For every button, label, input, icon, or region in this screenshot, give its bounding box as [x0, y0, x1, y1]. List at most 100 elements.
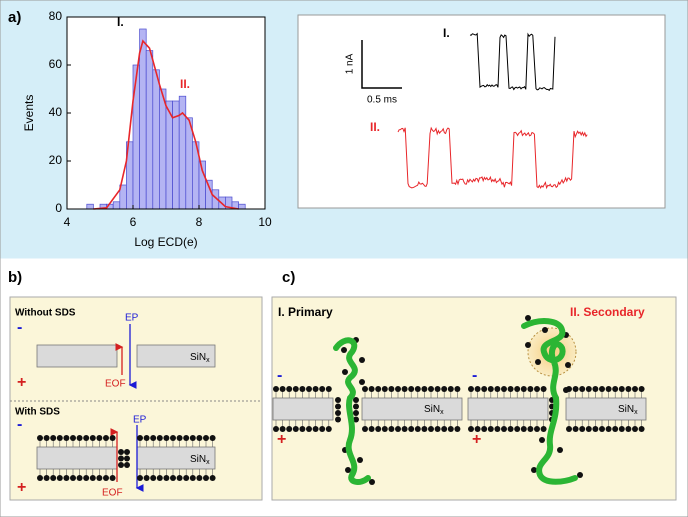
lipid-head	[209, 435, 216, 441]
lipid-head	[83, 435, 90, 441]
lipid-head	[585, 426, 592, 432]
lipid-head	[43, 475, 50, 481]
lipid-head	[335, 403, 341, 410]
lipid-head	[401, 386, 408, 392]
trace-label: II.	[370, 120, 380, 134]
lipid-head	[534, 386, 540, 392]
bound-surfactant	[542, 327, 548, 333]
membrane	[361, 397, 463, 421]
lipid-head	[143, 475, 150, 481]
electrode-minus: -	[472, 367, 477, 384]
bar	[145, 50, 154, 210]
lipid-head	[408, 386, 415, 392]
lipid-head	[50, 475, 57, 481]
lipid-head	[63, 435, 70, 441]
trace-label: I.	[443, 26, 450, 40]
lipid-head	[56, 475, 63, 481]
lipid-head	[514, 426, 521, 432]
y-tick-label: 0	[55, 201, 62, 215]
lipid-head	[572, 426, 579, 432]
bar	[132, 64, 140, 210]
panel-label: c)	[282, 269, 295, 286]
lipid-head	[189, 435, 196, 441]
lipid-head	[43, 435, 50, 441]
lipid-head	[353, 410, 359, 416]
scale-label: 1 nA	[345, 53, 356, 74]
lipid-head	[137, 475, 143, 481]
text: SiN	[190, 352, 206, 363]
lipid-head	[273, 426, 279, 432]
lipid-head	[428, 426, 434, 432]
y-tick-label: 20	[49, 153, 63, 167]
lipid-head	[434, 426, 441, 432]
arrow-label: EOF	[105, 379, 126, 390]
lipid-head	[638, 426, 645, 432]
electrode-minus: -	[277, 367, 282, 384]
membrane	[36, 446, 118, 470]
lipid-head	[520, 426, 527, 432]
lipid-head	[63, 475, 70, 481]
bound-surfactant	[539, 437, 545, 443]
lipid-head	[507, 426, 514, 432]
lipid-head	[375, 426, 382, 432]
lipid-head	[96, 475, 103, 481]
lipid-head	[37, 475, 43, 481]
lipid-head	[388, 426, 395, 432]
annotation: II.	[180, 77, 190, 91]
lipid-head	[203, 435, 209, 441]
lipid-head	[118, 449, 124, 455]
bound-surfactant	[359, 357, 365, 363]
lipid-head	[150, 435, 157, 441]
lipid-head	[312, 386, 319, 392]
lipid-head	[612, 426, 619, 432]
x-tick-label: 8	[196, 215, 203, 229]
lipid-head	[50, 435, 57, 441]
bound-surfactant	[345, 467, 351, 473]
diagram-title: II. Secondary	[570, 305, 645, 319]
x-tick-label: 4	[64, 215, 71, 229]
trace	[397, 126, 588, 190]
lipid-head	[189, 475, 196, 481]
lipid-head	[605, 386, 612, 392]
lipid-head	[514, 386, 521, 392]
lipid-head	[566, 426, 572, 432]
bound-surfactant	[357, 457, 363, 463]
bound-surfactant	[342, 369, 348, 375]
bound-surfactant	[577, 472, 583, 478]
lipid-head	[353, 403, 359, 410]
bar	[152, 69, 160, 210]
bound-surfactant	[531, 467, 537, 473]
lipid-head	[454, 426, 461, 432]
lipid-head	[299, 386, 306, 392]
lipid-head	[76, 435, 83, 441]
lipid-head	[447, 426, 454, 432]
lipid-head	[395, 386, 401, 392]
bound-surfactant	[563, 387, 569, 393]
lipid-head	[534, 426, 540, 432]
membrane	[136, 344, 216, 368]
lipid-head	[170, 435, 176, 441]
lipid-head	[183, 435, 190, 441]
scale-bar	[361, 40, 402, 89]
lipid-head	[306, 426, 312, 432]
lipid-head	[325, 426, 332, 432]
electrode-plus: +	[472, 431, 481, 448]
lipid-head	[368, 386, 375, 392]
lipid-head	[481, 386, 488, 392]
lipid-head	[292, 386, 299, 392]
lipid-head	[306, 386, 312, 392]
lipid-head	[353, 416, 359, 423]
lipid-head	[362, 426, 368, 432]
lipid-head	[156, 435, 163, 441]
lipid-head	[401, 426, 408, 432]
bound-surfactant	[557, 447, 563, 453]
lipid-head	[325, 386, 332, 392]
lipid-head	[395, 426, 401, 432]
x-tick-label: 6	[130, 215, 137, 229]
lipid-head	[474, 386, 481, 392]
lipid-head	[279, 426, 286, 432]
lipid-head	[196, 435, 203, 441]
electrode-minus: -	[17, 416, 22, 433]
lipid-head	[118, 455, 124, 462]
